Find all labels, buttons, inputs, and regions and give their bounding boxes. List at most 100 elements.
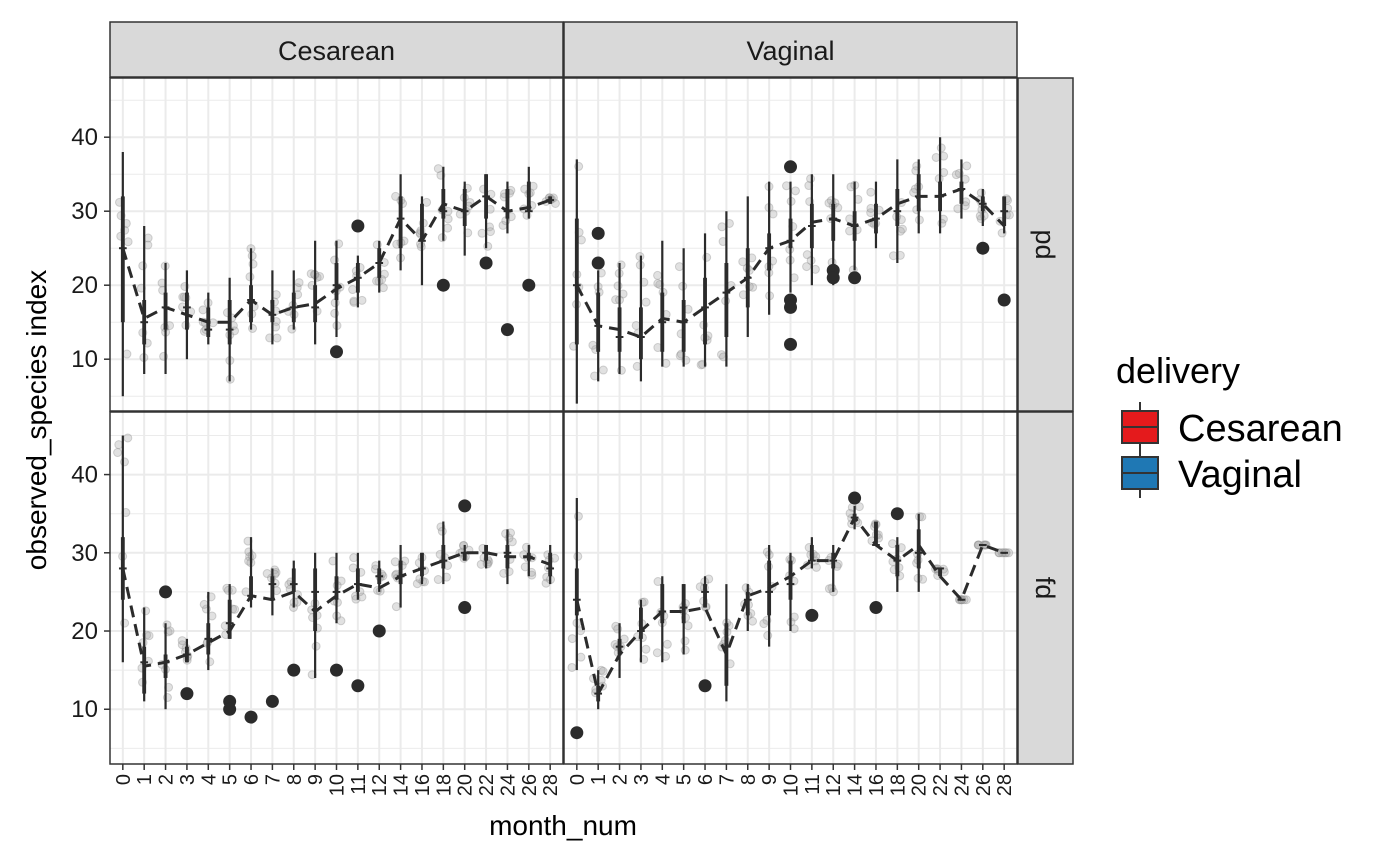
outliers	[330, 219, 536, 359]
jitter-point	[230, 604, 240, 614]
jitter-point	[763, 631, 773, 641]
box-body	[163, 292, 168, 330]
y-tick-label: 20	[71, 272, 98, 299]
box-body	[596, 292, 601, 352]
jitter-point	[588, 340, 598, 350]
box-body	[681, 584, 686, 624]
box-body	[313, 285, 318, 323]
outlier-point	[591, 256, 605, 270]
box-body	[574, 568, 579, 616]
x-tick-label: 28	[540, 774, 562, 796]
box-body	[270, 576, 275, 600]
jitter-point	[114, 440, 124, 450]
jitter-point	[119, 457, 129, 467]
outlier-point	[351, 219, 365, 233]
jitter-point	[845, 214, 855, 224]
legend-label-cesarean: Cesarean	[1178, 408, 1343, 450]
x-tick-label: 9	[305, 774, 327, 785]
jitter-point	[459, 540, 469, 550]
y-axis-title: observed_species index	[21, 270, 52, 570]
x-tick-label: 0	[113, 774, 135, 785]
jitter-point	[199, 599, 209, 609]
jitter-point	[198, 305, 208, 315]
outlier-point	[265, 694, 279, 708]
x-tick-label: 22	[930, 774, 952, 796]
jitter-point	[866, 187, 876, 197]
jitter-point	[165, 626, 175, 636]
box-body	[420, 552, 424, 577]
x-tick-label: 20	[455, 774, 477, 796]
jitter-point	[680, 645, 690, 655]
strip-fd-bg	[1017, 411, 1074, 765]
jitter-point	[567, 662, 577, 672]
jitter-point	[811, 562, 821, 572]
x-tick-label: 16	[866, 774, 888, 796]
outlier-point	[479, 256, 493, 270]
x-tick-label: 24	[951, 774, 973, 796]
x-tick-label: 26	[973, 774, 995, 796]
x-tick-label: 10	[781, 774, 803, 796]
jitter-point	[888, 539, 898, 549]
boxes	[118, 152, 555, 397]
outlier-point	[997, 293, 1011, 307]
box-body	[788, 218, 793, 249]
outlier-point	[330, 663, 343, 677]
legend-title: delivery	[1116, 350, 1240, 391]
outlier-point	[570, 726, 584, 740]
strip-cesarean-bg	[109, 21, 564, 78]
outlier-point	[351, 679, 365, 693]
outlier-point	[848, 491, 862, 505]
jitter-point	[433, 575, 443, 585]
box-body	[874, 521, 878, 545]
outliers	[570, 491, 904, 740]
outlier-point	[223, 702, 237, 716]
box-body	[249, 576, 253, 600]
outlier-point	[976, 241, 990, 255]
jitter-point	[122, 349, 132, 359]
jitter-point	[483, 241, 493, 251]
box-body	[938, 568, 942, 577]
box-body	[809, 544, 814, 561]
outlier-point	[784, 337, 797, 351]
jitter-point	[936, 143, 946, 153]
trend-line	[121, 194, 551, 324]
strip-label-pd: pd	[1030, 229, 1060, 259]
x-tick-label: 1	[134, 774, 156, 785]
box-body	[703, 584, 707, 608]
box-body	[398, 196, 403, 249]
trend-line	[121, 551, 551, 668]
jitter-point	[641, 297, 651, 307]
jitter-point	[443, 214, 453, 224]
jitter-point	[759, 619, 769, 629]
box-body	[703, 277, 707, 345]
x-tick-label: 4	[652, 774, 674, 785]
jitter-point	[806, 174, 816, 184]
x-tick-label: 16	[412, 774, 434, 796]
jitter-point	[662, 639, 672, 649]
box-body	[462, 552, 467, 561]
outlier-point	[698, 679, 712, 693]
jitter-point	[477, 228, 487, 238]
jitter-point	[598, 365, 608, 375]
box-body	[185, 292, 189, 330]
x-tick-label: 12	[823, 774, 845, 796]
jitter-point	[802, 262, 812, 272]
jitter-point	[951, 170, 961, 180]
jitter-point	[702, 252, 712, 262]
x-tick-label: 8	[738, 774, 760, 785]
box-body	[355, 568, 360, 592]
box-body	[639, 607, 643, 639]
outlier-point	[244, 710, 258, 724]
box-body	[724, 263, 729, 337]
jitter-point	[123, 433, 133, 443]
x-axis-title: month_num	[489, 810, 637, 841]
jitter-point	[336, 616, 346, 626]
box-body	[441, 544, 446, 569]
jitter-point	[357, 295, 367, 305]
jitter-point	[390, 557, 400, 567]
jitter-point	[144, 631, 154, 641]
box-body	[660, 584, 665, 624]
x-axes: 0 1 2 3 4 5 6 7 8 9 10 11 12 14 16 18 20 22 24 26 28 0 1 2 3 4 5 6 7…	[113, 764, 1016, 796]
x-tick-label: 12	[369, 774, 391, 796]
